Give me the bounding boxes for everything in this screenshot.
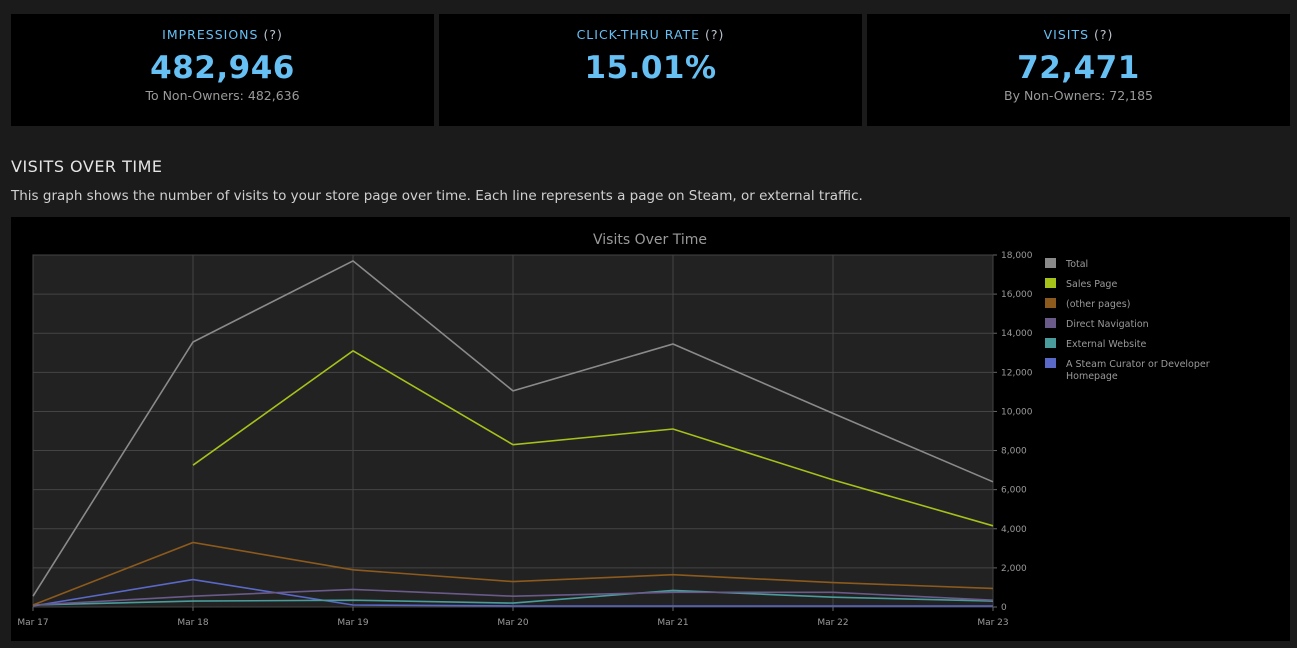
y-tick-label: 10,000 (1001, 407, 1033, 417)
series-line-a-steam-curator-or-developer-homepage (32, 578, 993, 607)
legend-label: Direct Navigation (1066, 319, 1149, 330)
impressions-subtext: To Non-Owners: 482,636 (145, 88, 300, 103)
y-tick-label: 12,000 (1001, 368, 1033, 378)
impressions-label: IMPRESSIONS (162, 27, 259, 42)
y-tick-label: 8,000 (1001, 447, 1027, 457)
section-title: VISITS OVER TIME (11, 157, 163, 176)
series-line-other-pages (32, 541, 994, 606)
x-tick-label: Mar 20 (497, 618, 529, 628)
legend-label: External Website (1066, 339, 1146, 350)
x-tick-label: Mar 19 (337, 618, 369, 628)
x-tick-label: Mar 18 (177, 618, 209, 628)
series-line-external-website (32, 589, 994, 606)
impressions-help[interactable]: (?) (263, 27, 283, 42)
click-thru-rate-help[interactable]: (?) (705, 27, 725, 42)
click-thru-rate-title: CLICK-THRU RATE (?) (439, 27, 862, 42)
legend-item-sales-page[interactable]: Sales Page (1045, 278, 1117, 290)
y-tick-label: 6,000 (1001, 486, 1027, 496)
series-line-sales-page (192, 349, 994, 527)
chart-container: Visits Over Time 0 2,000 4,000 6,000 8,000 10… (11, 217, 1290, 641)
legend-label: Total (1065, 259, 1088, 270)
legend-item-other-pages[interactable]: (other pages) (1045, 298, 1130, 310)
click-thru-rate-label: CLICK-THRU RATE (576, 27, 701, 42)
legend-swatch (1045, 358, 1056, 368)
y-tick-label: 2,000 (1001, 564, 1027, 574)
legend-swatch (1045, 298, 1056, 308)
visits-label: VISITS (1043, 27, 1090, 42)
legend-item-direct-navigation[interactable]: Direct Navigation (1045, 318, 1149, 330)
visits-chart: Visits Over Time 0 2,000 4,000 6,000 8,000 10… (17, 232, 1210, 628)
x-tick-label: Mar 21 (657, 618, 688, 628)
legend-swatch (1045, 258, 1056, 268)
impressions-card: IMPRESSIONS (?) 482,946 To Non-Owners: 4… (11, 14, 434, 126)
legend-swatch (1045, 338, 1056, 348)
series-line-total (32, 259, 994, 597)
legend-label: (other pages) (1066, 299, 1130, 310)
visits-card: VISITS (?) 72,471 By Non-Owners: 72,185 (867, 14, 1290, 126)
impressions-title: IMPRESSIONS (?) (11, 27, 434, 42)
legend-item-total[interactable]: Total (1045, 258, 1088, 270)
legend-label: Sales Page (1066, 279, 1117, 290)
section-description: This graph shows the number of visits to… (11, 188, 863, 204)
x-tick-label: Mar 17 (17, 618, 48, 628)
y-tick-label: 18,000 (1001, 251, 1033, 261)
x-tick-label: Mar 22 (817, 618, 848, 628)
visits-subtext: By Non-Owners: 72,185 (1004, 88, 1153, 103)
legend-swatch (1045, 278, 1056, 288)
click-thru-rate-card: CLICK-THRU RATE (?) 15.01% (439, 14, 862, 126)
y-tick-label: 14,000 (1001, 329, 1033, 339)
legend-item-external-website[interactable]: External Website (1045, 338, 1146, 350)
click-thru-rate-value: 15.01% (584, 50, 717, 86)
series-line-direct-navigation (32, 588, 994, 606)
legend-label: Homepage (1066, 371, 1118, 382)
visits-help[interactable]: (?) (1094, 27, 1114, 42)
legend-label: A Steam Curator or Developer (1066, 359, 1210, 370)
chart-title: Visits Over Time (593, 232, 707, 248)
x-tick-label: Mar 23 (977, 618, 1008, 628)
legend-swatch (1045, 318, 1056, 328)
visits-value: 72,471 (1017, 50, 1140, 86)
impressions-value: 482,946 (150, 50, 295, 86)
y-tick-label: 0 (1001, 603, 1007, 613)
visits-title: VISITS (?) (867, 27, 1290, 42)
y-tick-label: 16,000 (1001, 290, 1033, 300)
y-tick-label: 4,000 (1001, 525, 1027, 535)
